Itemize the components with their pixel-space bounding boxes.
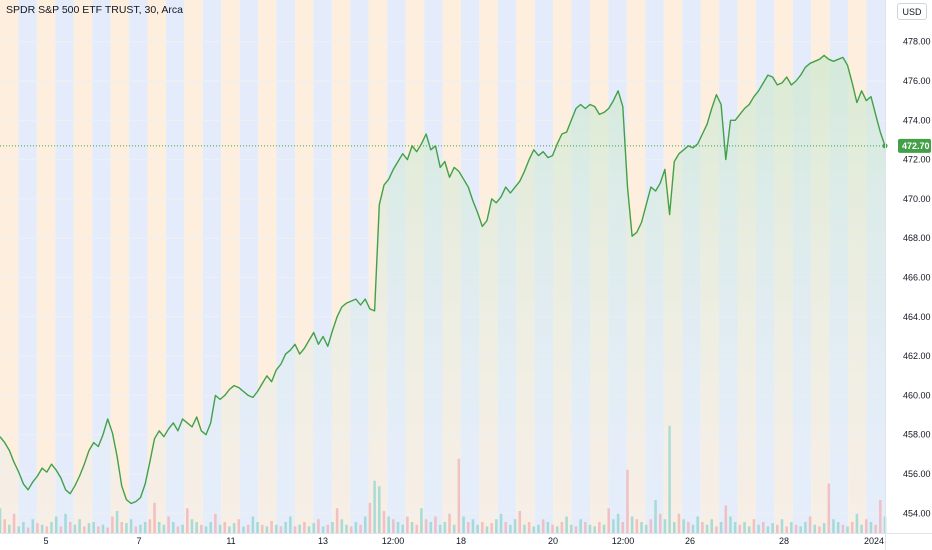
price-tick-label: 460.00 [903, 390, 931, 400]
price-tick-label: 478.00 [903, 37, 931, 47]
price-tick-label: 472.00 [903, 155, 931, 165]
time-tick-label: 20 [548, 536, 558, 546]
price-tick-label: 464.00 [903, 312, 931, 322]
session-stripe [18, 0, 37, 533]
session-stripe [110, 0, 130, 533]
time-tick-label: 7 [136, 536, 141, 546]
time-tick-label: 2024 [864, 536, 884, 546]
last-price-label: 472.70 [902, 141, 930, 151]
time-tick-label: 13 [318, 536, 328, 546]
session-stripe [92, 0, 111, 533]
time-tick-label: 12:00 [382, 536, 405, 546]
price-tick-label: 468.00 [903, 233, 931, 243]
session-stripe [0, 0, 19, 533]
session-stripe [184, 0, 203, 533]
time-tick-label: 18 [456, 536, 466, 546]
price-tick-label: 458.00 [903, 430, 931, 440]
session-stripe [36, 0, 56, 533]
session-stripe [55, 0, 74, 533]
last-price-badge [898, 138, 931, 153]
session-stripe [73, 0, 93, 533]
session-stripe [147, 0, 166, 533]
time-tick-label: 5 [43, 536, 48, 546]
chart-title: SPDR S&P 500 ETF TRUST, 30, Arca [6, 4, 184, 16]
time-axis[interactable]: 5 7 11 13 12:00 18 20 12:00 26 28 2024 [0, 533, 932, 547]
price-area [0, 54, 888, 534]
time-tick-label: 12:00 [612, 536, 635, 546]
price-tick-label: 456.00 [903, 469, 931, 479]
price-line [0, 54, 886, 505]
currency-button[interactable]: USD [897, 3, 927, 20]
session-stripe [129, 0, 148, 533]
price-tick-label: 462.00 [903, 351, 931, 361]
time-tick-label: 11 [226, 536, 235, 546]
price-tick-label: 454.00 [903, 508, 931, 518]
price-tick-label: 474.00 [903, 115, 931, 125]
time-tick-label: 26 [685, 536, 695, 546]
time-tick-label: 28 [779, 536, 789, 546]
price-tick-label: 476.00 [903, 76, 931, 86]
price-tick-label: 466.00 [903, 273, 931, 283]
price-axis[interactable]: 454.00 456.00 458.00 460.00 462.00 464.00 466.… [885, 0, 932, 550]
session-stripe [165, 0, 185, 533]
price-tick-label: 470.00 [903, 194, 931, 204]
